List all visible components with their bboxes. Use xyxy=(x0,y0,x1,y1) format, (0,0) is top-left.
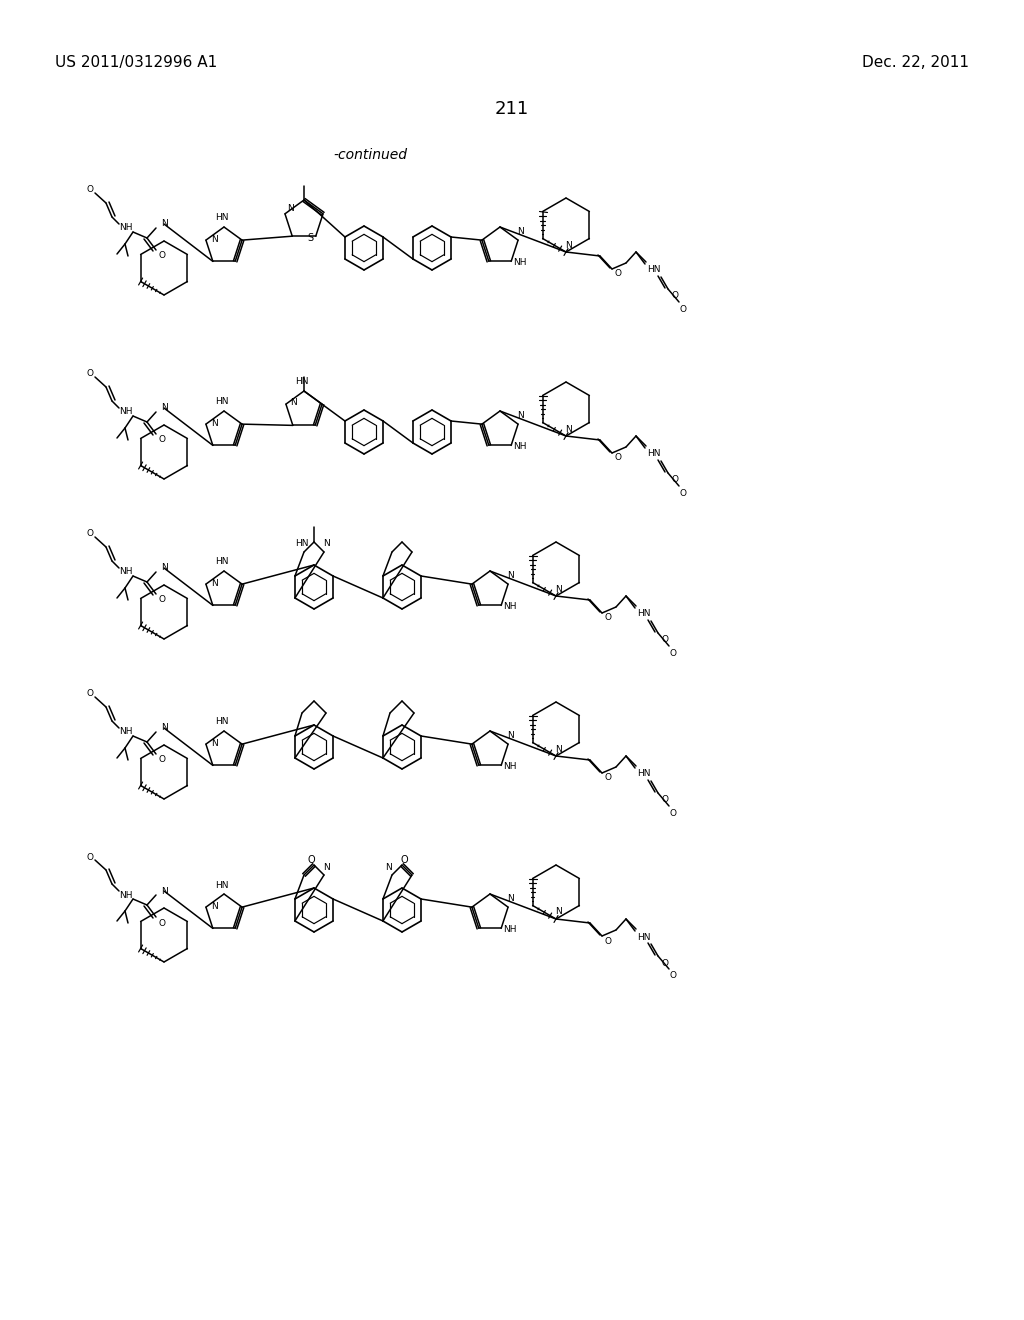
Text: N: N xyxy=(564,240,571,249)
Text: Dec. 22, 2011: Dec. 22, 2011 xyxy=(862,55,969,70)
Text: HN: HN xyxy=(647,265,660,275)
Text: N: N xyxy=(212,235,218,244)
Text: N: N xyxy=(507,894,513,903)
Text: N: N xyxy=(161,219,167,228)
Text: N: N xyxy=(288,205,294,214)
Text: NH: NH xyxy=(119,408,133,417)
Text: N: N xyxy=(161,404,167,412)
Text: N: N xyxy=(161,564,167,573)
Text: NH: NH xyxy=(513,257,527,267)
Text: O: O xyxy=(159,252,166,260)
Text: N: N xyxy=(517,227,523,236)
Text: N: N xyxy=(517,411,523,420)
Text: O: O xyxy=(86,529,93,539)
Text: O: O xyxy=(662,958,669,968)
Text: HN: HN xyxy=(647,450,660,458)
Text: O: O xyxy=(680,488,686,498)
Text: O: O xyxy=(86,186,93,194)
Text: N: N xyxy=(555,585,561,594)
Text: N: N xyxy=(212,739,218,747)
Text: NH: NH xyxy=(119,727,133,737)
Text: N: N xyxy=(291,397,297,407)
Text: NH: NH xyxy=(119,568,133,577)
Text: 211: 211 xyxy=(495,100,529,117)
Text: O: O xyxy=(680,305,686,314)
Text: HN: HN xyxy=(215,397,228,407)
Text: O: O xyxy=(672,475,679,484)
Text: N: N xyxy=(161,887,167,895)
Text: HN: HN xyxy=(637,932,650,941)
Text: N: N xyxy=(555,908,561,916)
Text: NH: NH xyxy=(504,925,517,933)
Text: O: O xyxy=(400,855,408,865)
Text: N: N xyxy=(507,731,513,739)
Text: O: O xyxy=(604,614,611,623)
Text: HN: HN xyxy=(215,880,228,890)
Text: O: O xyxy=(662,635,669,644)
Text: N: N xyxy=(212,902,218,911)
Text: N: N xyxy=(323,540,330,549)
Text: -continued: -continued xyxy=(333,148,407,162)
Text: HN: HN xyxy=(215,718,228,726)
Text: HN: HN xyxy=(637,610,650,619)
Text: NH: NH xyxy=(119,891,133,899)
Text: NH: NH xyxy=(504,762,517,771)
Text: N: N xyxy=(555,744,561,754)
Text: O: O xyxy=(672,292,679,301)
Text: N: N xyxy=(323,862,330,871)
Text: N: N xyxy=(161,723,167,733)
Text: O: O xyxy=(670,808,677,817)
Text: NH: NH xyxy=(504,602,517,611)
Text: O: O xyxy=(159,919,166,928)
Text: O: O xyxy=(662,796,669,804)
Text: O: O xyxy=(614,269,622,279)
Text: O: O xyxy=(604,936,611,945)
Text: O: O xyxy=(86,689,93,698)
Text: NH: NH xyxy=(513,442,527,451)
Text: N: N xyxy=(385,862,391,871)
Text: O: O xyxy=(670,648,677,657)
Text: O: O xyxy=(159,755,166,764)
Text: O: O xyxy=(86,853,93,862)
Text: O: O xyxy=(670,972,677,981)
Text: HN: HN xyxy=(295,376,309,385)
Text: HN: HN xyxy=(637,770,650,779)
Text: HN: HN xyxy=(215,557,228,566)
Text: NH: NH xyxy=(119,223,133,232)
Text: N: N xyxy=(212,578,218,587)
Text: HN: HN xyxy=(215,214,228,223)
Text: O: O xyxy=(159,595,166,605)
Text: US 2011/0312996 A1: US 2011/0312996 A1 xyxy=(55,55,217,70)
Text: N: N xyxy=(507,570,513,579)
Text: O: O xyxy=(86,370,93,379)
Text: N: N xyxy=(212,418,218,428)
Text: HN: HN xyxy=(295,540,309,549)
Text: O: O xyxy=(159,436,166,445)
Text: O: O xyxy=(307,855,314,865)
Text: O: O xyxy=(604,774,611,783)
Text: N: N xyxy=(564,425,571,433)
Text: O: O xyxy=(614,454,622,462)
Text: S: S xyxy=(307,234,313,243)
